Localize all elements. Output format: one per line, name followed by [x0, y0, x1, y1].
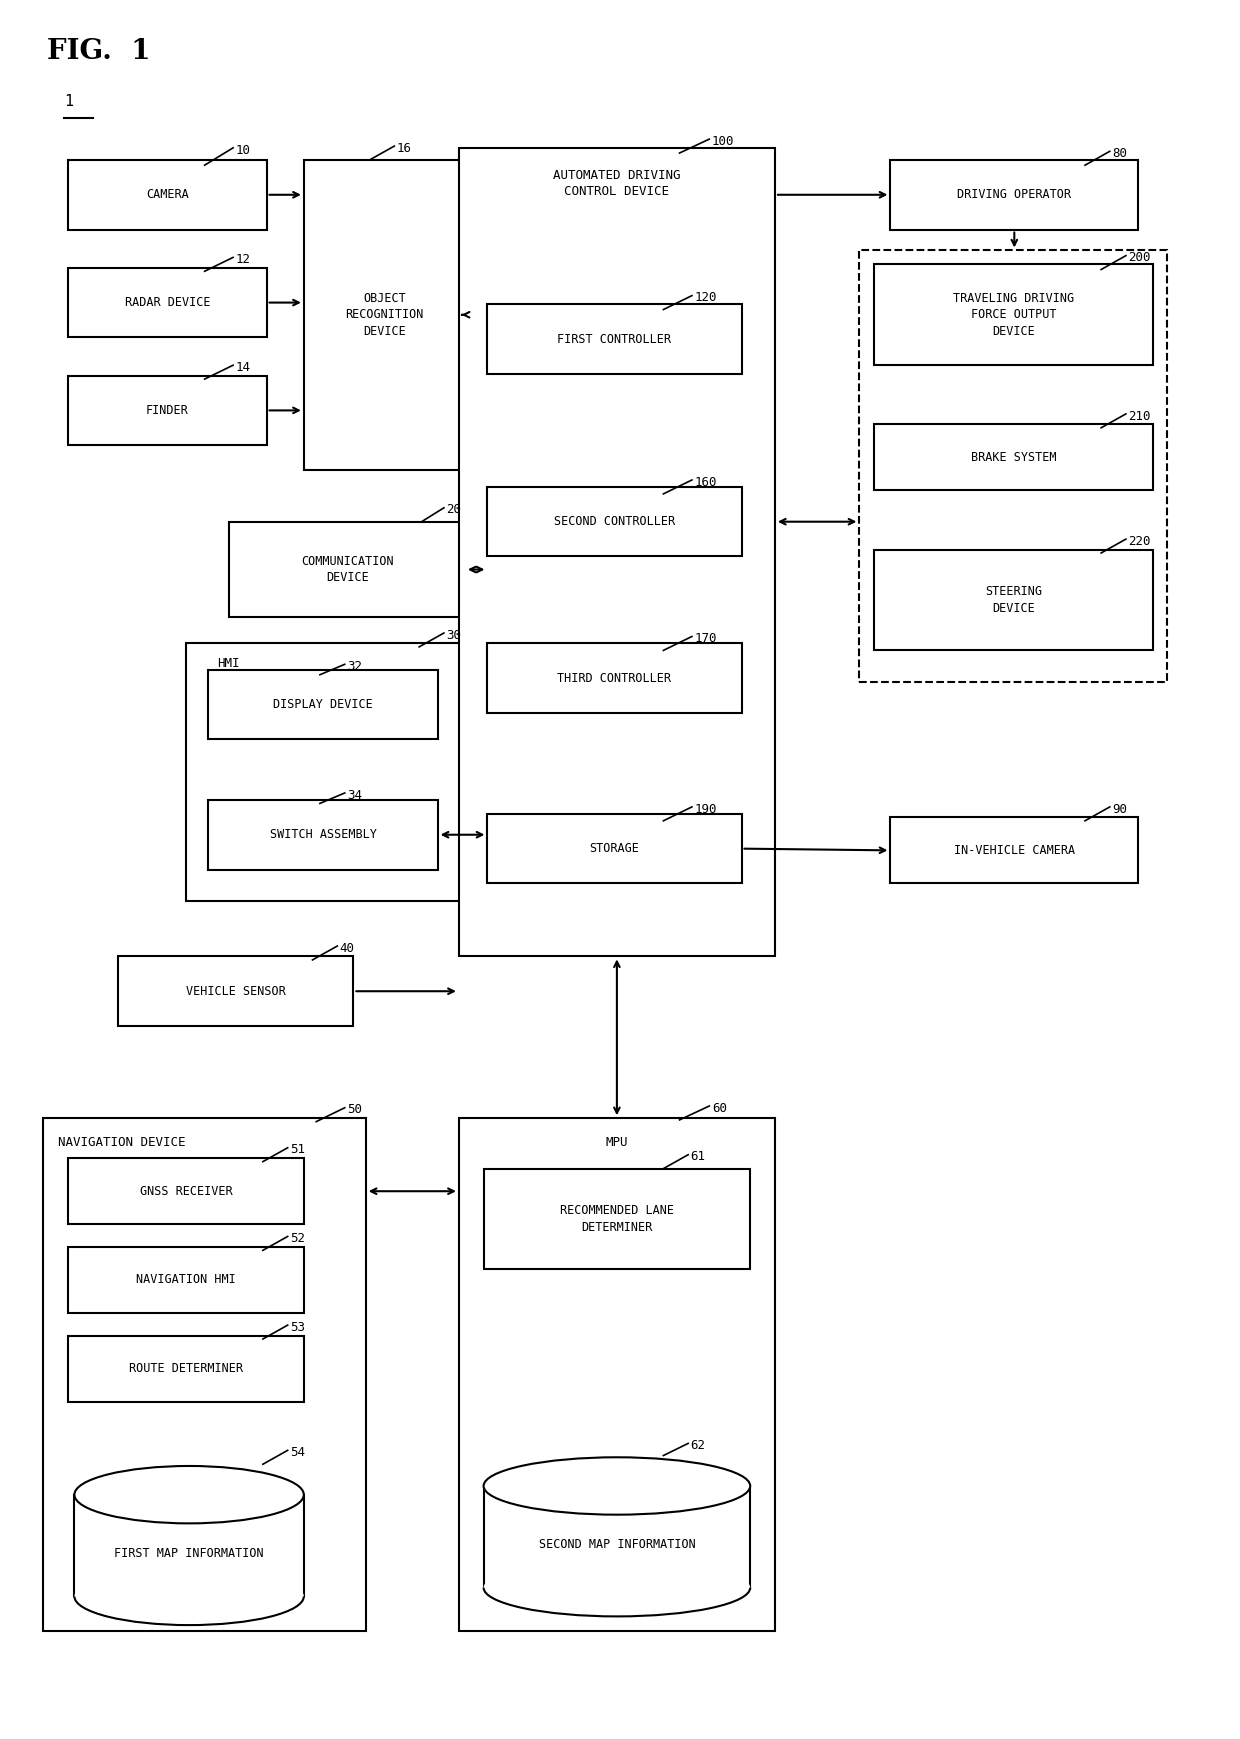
Bar — [874, 264, 1153, 365]
Bar — [487, 643, 742, 713]
Text: HMI: HMI — [217, 657, 239, 670]
Text: FIRST CONTROLLER: FIRST CONTROLLER — [558, 332, 671, 346]
Text: 53: 53 — [290, 1322, 305, 1334]
Bar — [487, 487, 742, 556]
Text: BRAKE SYSTEM: BRAKE SYSTEM — [971, 450, 1056, 464]
Bar — [859, 250, 1167, 682]
Text: 34: 34 — [347, 790, 362, 802]
Bar — [186, 643, 465, 901]
Text: 30: 30 — [446, 630, 461, 642]
Bar — [484, 1169, 750, 1269]
Text: DRIVING OPERATOR: DRIVING OPERATOR — [957, 188, 1071, 202]
Text: 52: 52 — [290, 1233, 305, 1245]
Bar — [68, 1336, 304, 1402]
Bar — [459, 1118, 775, 1631]
Bar — [68, 268, 267, 337]
Text: CAMERA: CAMERA — [146, 188, 188, 202]
Text: NAVIGATION HMI: NAVIGATION HMI — [136, 1273, 236, 1287]
Text: 51: 51 — [290, 1144, 305, 1156]
Bar — [68, 376, 267, 445]
Bar — [43, 1118, 366, 1631]
Text: 60: 60 — [712, 1103, 727, 1115]
Bar — [304, 160, 465, 470]
Ellipse shape — [74, 1569, 304, 1624]
Text: 12: 12 — [236, 254, 250, 266]
Bar — [68, 1247, 304, 1313]
Bar — [208, 800, 438, 870]
Text: AUTOMATED DRIVING
CONTROL DEVICE: AUTOMATED DRIVING CONTROL DEVICE — [553, 169, 681, 198]
Text: 10: 10 — [236, 144, 250, 157]
Text: OBJECT
RECOGNITION
DEVICE: OBJECT RECOGNITION DEVICE — [345, 292, 424, 337]
Text: MPU: MPU — [605, 1136, 629, 1148]
Text: 1: 1 — [64, 94, 73, 110]
Bar — [487, 304, 742, 374]
Text: 220: 220 — [1128, 536, 1151, 548]
Text: COMMUNICATION
DEVICE: COMMUNICATION DEVICE — [301, 555, 393, 584]
Text: STORAGE: STORAGE — [589, 842, 640, 856]
Text: 50: 50 — [347, 1104, 362, 1116]
Text: RECOMMENDED LANE
DETERMINER: RECOMMENDED LANE DETERMINER — [560, 1205, 673, 1233]
Text: 190: 190 — [694, 803, 717, 816]
Bar — [890, 817, 1138, 883]
Text: ROUTE DETERMINER: ROUTE DETERMINER — [129, 1362, 243, 1376]
Text: 100: 100 — [712, 136, 734, 148]
Bar — [459, 148, 775, 956]
Text: RADAR DEVICE: RADAR DEVICE — [125, 296, 210, 310]
Text: DISPLAY DEVICE: DISPLAY DEVICE — [273, 697, 373, 711]
Text: 61: 61 — [691, 1151, 706, 1163]
Text: SECOND MAP INFORMATION: SECOND MAP INFORMATION — [538, 1539, 696, 1551]
Text: 120: 120 — [694, 292, 717, 304]
Text: 160: 160 — [694, 476, 717, 489]
Text: GNSS RECEIVER: GNSS RECEIVER — [140, 1184, 232, 1198]
Text: FIG.  1: FIG. 1 — [47, 38, 150, 66]
Bar — [487, 814, 742, 883]
Text: SWITCH ASSEMBLY: SWITCH ASSEMBLY — [269, 828, 377, 842]
Bar — [874, 550, 1153, 650]
Ellipse shape — [484, 1558, 750, 1617]
Text: 16: 16 — [397, 143, 412, 155]
Text: VEHICLE SENSOR: VEHICLE SENSOR — [186, 984, 285, 998]
Bar — [68, 1158, 304, 1224]
Text: 32: 32 — [347, 661, 362, 673]
Bar — [229, 522, 465, 617]
Text: 14: 14 — [236, 362, 250, 374]
Bar — [208, 670, 438, 739]
Text: THIRD CONTROLLER: THIRD CONTROLLER — [558, 671, 671, 685]
Text: FIRST MAP INFORMATION: FIRST MAP INFORMATION — [114, 1548, 264, 1560]
Text: SECOND CONTROLLER: SECOND CONTROLLER — [554, 515, 675, 529]
Text: IN-VEHICLE CAMERA: IN-VEHICLE CAMERA — [954, 843, 1075, 857]
Text: FINDER: FINDER — [146, 403, 188, 417]
Ellipse shape — [484, 1457, 750, 1515]
Text: 210: 210 — [1128, 410, 1151, 423]
Text: STEERING
DEVICE: STEERING DEVICE — [986, 586, 1042, 614]
Text: 54: 54 — [290, 1447, 305, 1459]
Text: 62: 62 — [691, 1440, 706, 1452]
Bar — [874, 424, 1153, 490]
Bar — [118, 956, 353, 1026]
Text: 20: 20 — [446, 504, 461, 516]
Text: 80: 80 — [1112, 148, 1127, 160]
Text: NAVIGATION DEVICE: NAVIGATION DEVICE — [58, 1136, 186, 1148]
Text: 170: 170 — [694, 633, 717, 645]
Bar — [890, 160, 1138, 230]
Ellipse shape — [74, 1466, 304, 1523]
Text: 90: 90 — [1112, 803, 1127, 816]
Bar — [68, 160, 267, 230]
Text: TRAVELING DRIVING
FORCE OUTPUT
DEVICE: TRAVELING DRIVING FORCE OUTPUT DEVICE — [954, 292, 1074, 337]
Text: 200: 200 — [1128, 252, 1151, 264]
Text: 40: 40 — [340, 943, 355, 955]
